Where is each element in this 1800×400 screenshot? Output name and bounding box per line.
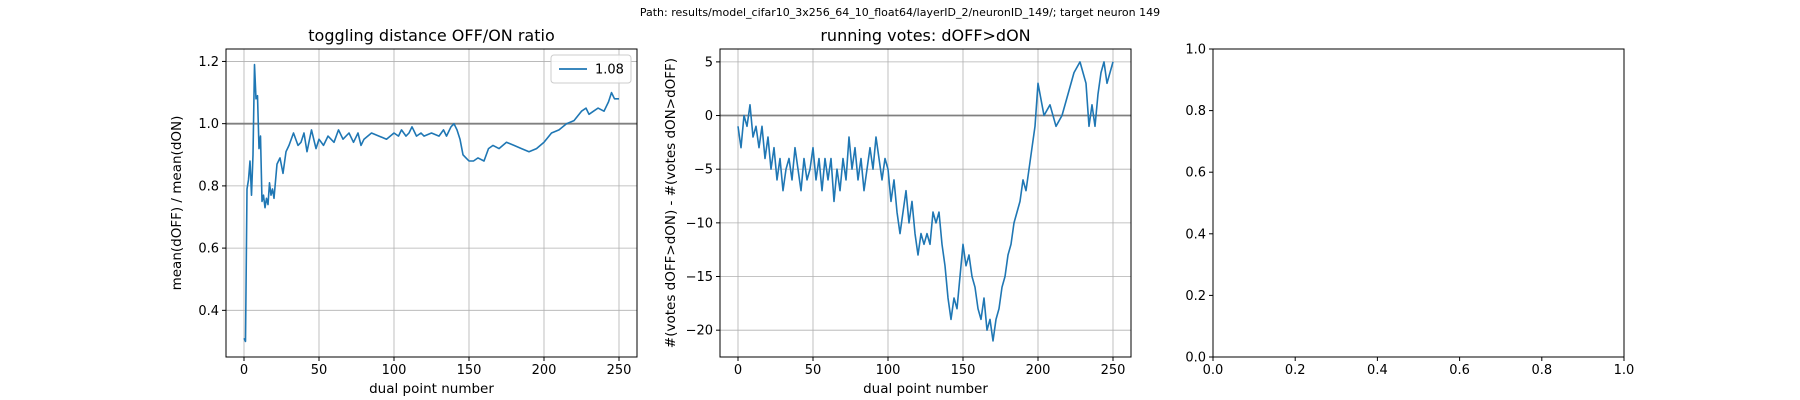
x-tick-label: 100 [382,363,407,378]
axes-frame [225,48,638,358]
y-tick-label: 0.8 [198,179,219,194]
chart-panel-empty: 0.0 0.2 0.4 0.6 0.8 1.0 0.0 0.2 0.4 0.6 0.8 1.0 [1185,43,1634,379]
y-tick-label: 1.2 [198,55,219,70]
chart-title: toggling distance OFF/ON ratio [308,26,554,45]
y-tick-label: 5 [705,55,713,70]
y-tick-label: 0.0 [1185,351,1206,366]
y-tick-label: 1.0 [198,117,219,132]
x-tick-label: 50 [311,363,328,378]
x-axis-label: dual point number [369,381,494,397]
y-tick-label: 1.0 [1185,43,1206,58]
x-tick-label: 150 [951,363,976,378]
x-axis-label: dual point number [863,381,988,397]
axes-frame [1212,48,1625,358]
y-tick-label: 0.6 [1185,166,1206,181]
chart-panel-ratio: 0 50 100 150 200 250 0.4 0.6 0.8 1.0 1.2 toggling d… [169,26,638,397]
x-tick-label: 0.4 [1367,363,1388,378]
y-tick-label: −20 [686,324,713,339]
y-tick-label: 0.6 [198,242,219,257]
x-tick-label: 1.0 [1614,363,1635,378]
y-tick-label: −15 [686,270,713,285]
y-tick-label: −10 [686,216,713,231]
chart-panel-votes: 0 50 100 150 200 250 −20 −15 −10 −5 0 5 running vote… [663,26,1132,397]
series-line [737,61,1114,342]
legend-entry: 1.08 [595,63,624,78]
x-tick-label: 200 [1026,363,1051,378]
y-tick-label: 0.4 [198,304,219,319]
x-tick-label: 0.2 [1285,363,1306,378]
y-tick-label: 0 [705,109,713,124]
y-tick-label: 0.4 [1185,227,1206,242]
y-tick-label: 0.2 [1185,289,1206,304]
x-tick-label: 0.6 [1449,363,1470,378]
y-tick-label: −5 [694,163,713,178]
x-tick-label: 0 [240,363,248,378]
x-tick-label: 0.0 [1203,363,1224,378]
y-tick-label: 0.8 [1185,104,1206,119]
axes-frame [719,48,1132,358]
chart-title: running votes: dOFF>dON [820,26,1030,45]
x-tick-label: 0.8 [1531,363,1552,378]
y-axis-label: mean(dOFF) / mean(dON) [169,116,185,291]
y-axis-label: #(votes dOFF>dON) - #(votes dON>dOFF) [663,58,679,348]
x-tick-label: 50 [805,363,822,378]
x-tick-label: 150 [457,363,482,378]
x-tick-label: 100 [876,363,901,378]
figure-suptitle: Path: results/model_cifar10_3x256_64_10_… [640,6,1160,19]
x-tick-label: 200 [532,363,557,378]
x-tick-label: 0 [734,363,742,378]
x-tick-label: 250 [607,363,632,378]
x-tick-label: 250 [1101,363,1126,378]
legend-box [550,54,632,84]
series-line [243,63,619,343]
